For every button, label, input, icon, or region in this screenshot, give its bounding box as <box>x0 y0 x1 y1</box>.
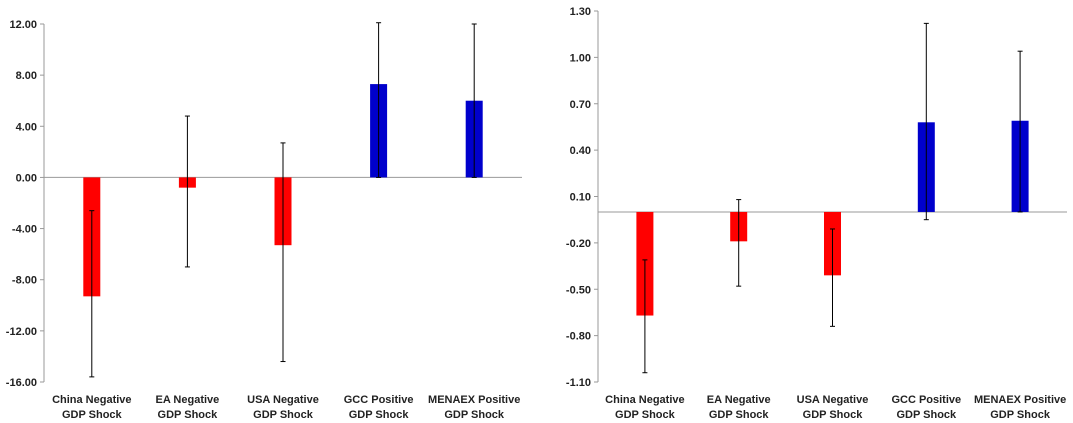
x-tick-label: EA Negative <box>707 394 771 406</box>
x-tick-label: USA Negative <box>797 394 869 406</box>
y-tick-label: 0.00 <box>16 172 37 184</box>
x-tick-label: China Negative <box>605 394 684 406</box>
x-tick-label: GDP Shock <box>62 409 123 421</box>
y-tick-label: -4.00 <box>12 224 37 236</box>
x-tick-label: MENAEX Positive <box>974 394 1066 406</box>
x-tick-label: GDP Shock <box>896 409 957 421</box>
y-tick-label: 8.00 <box>16 70 37 82</box>
x-tick-label: GDP Shock <box>803 409 864 421</box>
y-tick-label: -0.80 <box>566 331 591 343</box>
y-tick-label: -12.00 <box>6 326 37 338</box>
x-tick-label: GDP Shock <box>253 409 314 421</box>
x-tick-label: GDP Shock <box>349 409 410 421</box>
y-tick-label: 1.30 <box>570 6 591 18</box>
chart-panel-1: 12.00 8.00 4.00 0.00 -4.00 -8.00 -12.00 -16.00 C… <box>6 19 522 421</box>
x-tick-label: GDP Shock <box>158 409 219 421</box>
y-tick-label: 0.40 <box>570 145 591 157</box>
x-tick-label: GDP Shock <box>615 409 676 421</box>
y-tick-label: 12.00 <box>9 19 37 31</box>
y-tick-label: -16.00 <box>6 377 37 389</box>
x-tick-label: EA Negative <box>156 394 220 406</box>
x-tick-label: USA Negative <box>247 394 319 406</box>
chart-panel-2: 1.30 1.00 0.70 0.40 0.10 -0.20 -0.50 -0.80 -1.10… <box>566 6 1067 421</box>
x-tick-label: GCC Positive <box>891 394 961 406</box>
y-tick-label: -1.10 <box>566 377 591 389</box>
y-tick-label: -8.00 <box>12 275 37 287</box>
y-tick-label: 0.10 <box>570 192 591 204</box>
y-tick-label: 4.00 <box>16 121 37 133</box>
y-tick-label: 0.70 <box>570 99 591 111</box>
y-tick-label: -0.50 <box>566 284 591 296</box>
x-tick-label: GDP Shock <box>709 409 770 421</box>
x-tick-label: MENAEX Positive <box>428 394 520 406</box>
y-tick-label: 1.00 <box>570 52 591 64</box>
x-tick-label: GDP Shock <box>444 409 505 421</box>
x-tick-label: China Negative <box>52 394 131 406</box>
x-tick-label: GCC Positive <box>344 394 414 406</box>
y-tick-label: -0.20 <box>566 238 591 250</box>
x-tick-label: GDP Shock <box>990 409 1051 421</box>
